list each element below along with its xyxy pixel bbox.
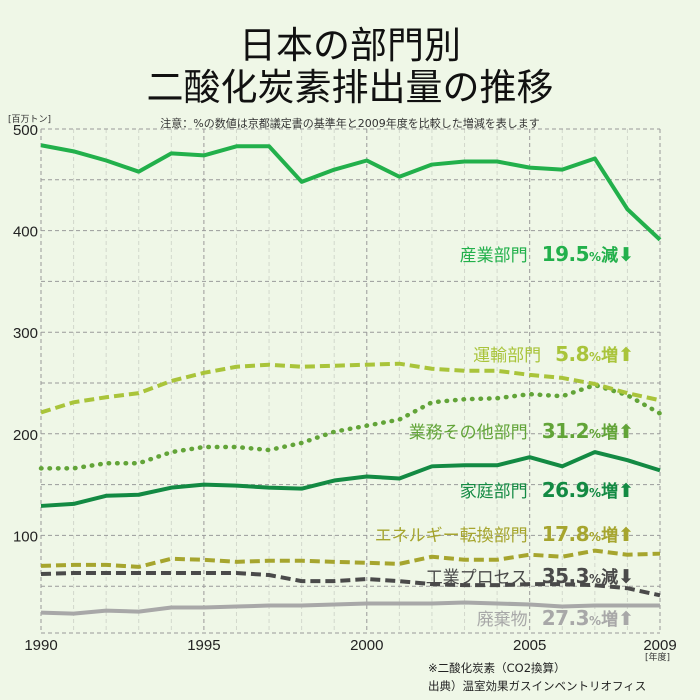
series-change-value: 26.9 (541, 478, 590, 502)
series-label: 業務その他部門 31.2% 増 ⬆ (409, 418, 634, 443)
series-line (40, 361, 661, 415)
y-tick-label: 300 (13, 325, 38, 342)
x-tick-label: 2009 (643, 637, 676, 654)
series-name: 廃棄物 (476, 610, 528, 630)
percent-sign: % (589, 530, 602, 544)
change-direction: 減 (601, 568, 619, 588)
change-direction: 増 (601, 610, 619, 630)
change-arrow-icon: ⬆ (618, 421, 634, 443)
change-arrow-icon: ⬇ (618, 244, 634, 266)
series-name: エネルギー転換部門 (374, 526, 528, 546)
series-label: エネルギー転換部門 17.8% 増 ⬆ (375, 521, 634, 546)
x-tick-label: 1995 (187, 637, 220, 654)
series-change-value: 35.3 (541, 564, 590, 588)
series-line (40, 570, 661, 598)
series-line (40, 600, 660, 616)
series-label: 工業プロセス 35.3% 減 ⬇ (426, 563, 634, 588)
change-direction: 増 (601, 482, 619, 502)
percent-sign: % (589, 427, 602, 441)
series-change-value: 31.2 (541, 419, 590, 443)
chart-note: 注意：%の数値は京都議定書の基準年と2009年度を比較した増減を表します (160, 117, 540, 130)
footnote-co2: ※二酸化炭素（CO2換算） (428, 661, 566, 675)
percent-sign: % (589, 350, 602, 364)
series-line (40, 450, 661, 508)
series-name: 運輸部門 (473, 346, 542, 366)
change-direction: 減 (601, 246, 619, 266)
y-tick-label: 100 (13, 528, 38, 545)
chart-title-line2: 二酸化炭素排出量の推移 (146, 66, 554, 109)
change-direction: 増 (601, 346, 619, 366)
series-change-value: 17.8 (541, 522, 590, 546)
change-arrow-icon: ⬆ (618, 524, 634, 546)
series-change-value: 5.8 (555, 342, 590, 366)
series-line (40, 548, 661, 569)
series-name: 家庭部門 (459, 482, 528, 502)
series-line (38, 382, 663, 471)
percent-sign: % (589, 250, 602, 264)
series-name: 工業プロセス (425, 568, 528, 588)
y-tick-label: 500 (13, 122, 38, 139)
change-arrow-icon: ⬇ (618, 566, 634, 588)
change-direction: 増 (601, 423, 619, 443)
series-line (40, 143, 662, 242)
change-arrow-icon: ⬆ (618, 344, 634, 366)
x-axis-unit: [年度] (645, 653, 671, 663)
x-tick-label: 2005 (513, 637, 546, 654)
y-axis-unit: [百万トン] (8, 115, 52, 125)
percent-sign: % (589, 572, 602, 586)
series-label: 家庭部門 26.9% 増 ⬆ (460, 477, 634, 502)
change-direction: 増 (601, 526, 619, 546)
series-label: 運輸部門 5.8% 増 ⬆ (473, 341, 634, 366)
change-arrow-icon: ⬆ (618, 608, 634, 630)
change-arrow-icon: ⬆ (618, 480, 634, 502)
percent-sign: % (589, 614, 602, 628)
y-tick-label: 200 (13, 427, 38, 444)
x-tick-label: 2000 (350, 637, 383, 654)
chart-title-line1: 日本の部門別 (239, 24, 461, 67)
series-label: 廃棄物 27.3% 増 ⬆ (477, 605, 634, 630)
series-name: 産業部門 (459, 246, 528, 266)
footnote-source: 出典）温室効果ガスインベントリオフィス (428, 679, 647, 693)
series-label: 産業部門 19.5% 減 ⬇ (460, 241, 634, 266)
x-tick-label: 1990 (24, 637, 57, 654)
y-tick-label: 400 (13, 224, 38, 241)
series-name: 業務その他部門 (408, 423, 528, 443)
series-change-value: 27.3 (541, 606, 590, 630)
percent-sign: % (589, 486, 602, 500)
series-change-value: 19.5 (541, 242, 590, 266)
